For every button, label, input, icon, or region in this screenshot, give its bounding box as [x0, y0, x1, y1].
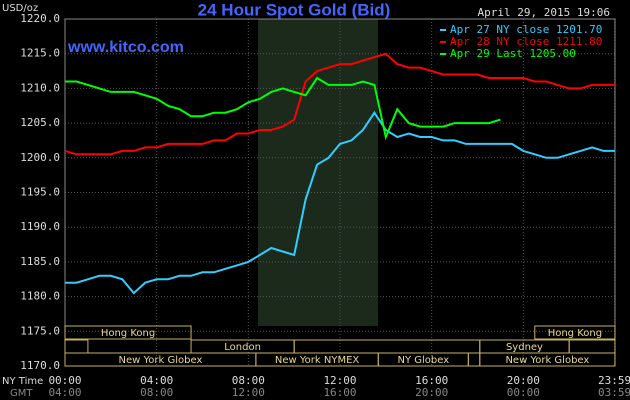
session-label: Sydney — [506, 342, 543, 353]
session-box — [377, 352, 469, 367]
session-label: Hong Kong — [101, 328, 155, 339]
x2-tick-label: 08:00 — [140, 386, 173, 399]
x-tick-label: 08:00 — [232, 374, 265, 387]
session-label: New York NYMEX — [275, 355, 360, 366]
series-line — [65, 76, 501, 141]
y-tick-label: 1190.0 — [20, 220, 60, 233]
x-tick-label: 16:00 — [415, 374, 448, 387]
x-tick-label: 23:59 — [598, 374, 630, 387]
y-tick-label: 1180.0 — [20, 290, 60, 303]
x2-tick-label: 04:00 — [48, 386, 81, 399]
y-tick-label: 1200.0 — [20, 151, 60, 164]
chart-title: 24 Hour Spot Gold (Bid) — [198, 0, 391, 19]
y-tick-label: 1215.0 — [20, 47, 60, 60]
session-box — [534, 325, 616, 340]
series-line — [64, 52, 615, 156]
session-label: Hong Kong — [548, 328, 602, 339]
y-unit: USD/oz — [2, 3, 38, 14]
legend-label: Apr 28 NY close 1211.80 — [450, 35, 602, 48]
x-tick-label: 12:00 — [323, 374, 356, 387]
timestamp: April 29, 2015 19:06 — [478, 6, 610, 19]
x2-tick-label: 16:00 — [323, 386, 356, 399]
series-line — [65, 110, 615, 295]
nymex-shade — [258, 19, 378, 326]
y-tick-label: 1195.0 — [20, 186, 60, 199]
legend-label: Apr 27 NY close 1201.70 — [450, 23, 602, 36]
x-axis-label: NY Time — [2, 376, 43, 387]
x2-tick-label: 12:00 — [232, 386, 265, 399]
y-tick-label: 1220.0 — [20, 12, 60, 25]
x-tick-label: 00:00 — [48, 374, 81, 387]
y-tick-label: 1210.0 — [20, 81, 60, 94]
session-label: London — [224, 342, 261, 353]
x2-tick-label: 00:00 — [507, 386, 540, 399]
x2-axis-label: GMT — [10, 388, 33, 399]
y-tick-label: 1185.0 — [20, 255, 60, 268]
y-tick-label: 1205.0 — [20, 116, 60, 129]
session-label: New York Globex — [505, 355, 589, 366]
x-tick-label: 04:00 — [140, 374, 173, 387]
x-tick-label: 20:00 — [507, 374, 540, 387]
session-label: NY Globex — [397, 355, 449, 366]
session-box — [479, 352, 616, 367]
session-label: New York Globex — [119, 355, 203, 366]
y-tick-label: 1170.0 — [20, 359, 60, 372]
watermark: www.kitco.com — [67, 39, 184, 56]
x2-tick-label: 03:59 — [598, 386, 630, 399]
legend-label: Apr 29 Last 1205.00 — [450, 47, 576, 60]
session-box — [64, 325, 192, 340]
y-tick-label: 1175.0 — [20, 324, 60, 337]
x2-tick-label: 20:00 — [415, 386, 448, 399]
